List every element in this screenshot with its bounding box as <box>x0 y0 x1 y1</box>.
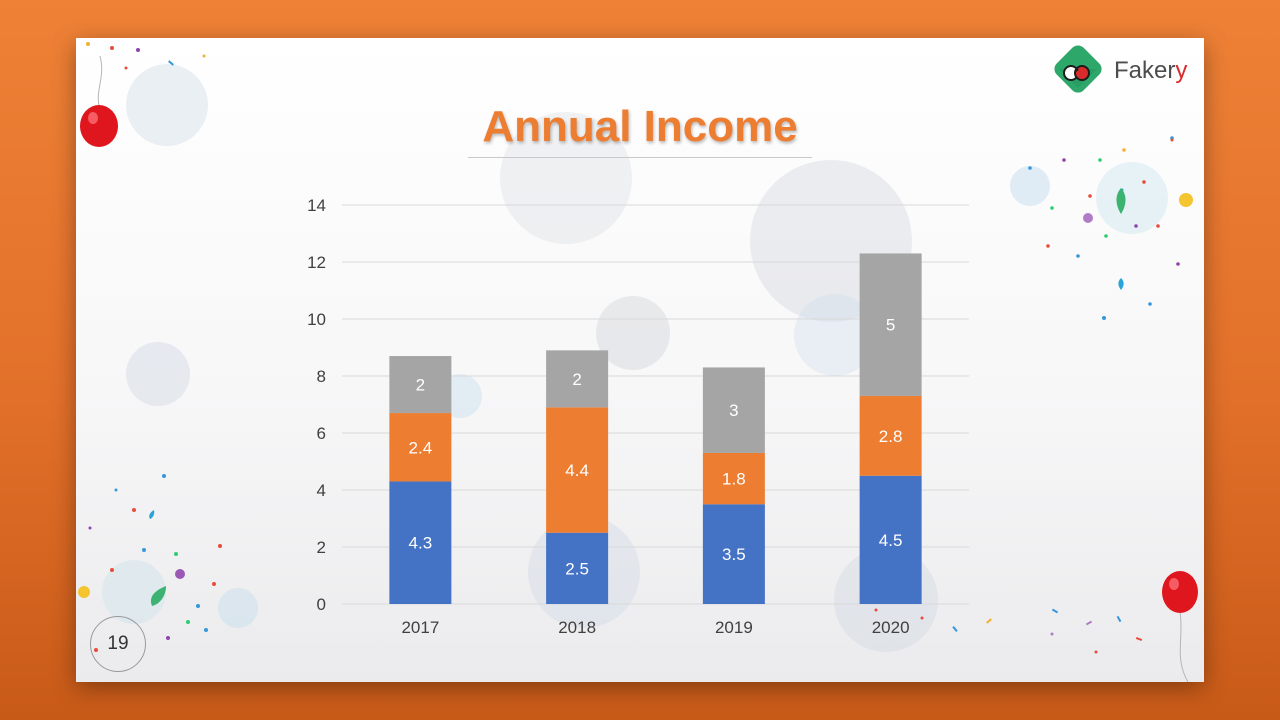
bar-segment <box>546 350 609 408</box>
y-tick-label: 12 <box>307 253 326 272</box>
slide: Fakery Annual Income 0 2 4 6 8 10 12 14 4.3 2.4 2 2… <box>76 38 1204 682</box>
y-tick-label: 0 <box>317 595 326 614</box>
bar-segment <box>546 407 609 533</box>
fakery-logo-icon <box>1054 45 1102 93</box>
decor-bubble <box>1096 162 1168 234</box>
data-label: 2.8 <box>879 427 903 446</box>
bar-segment <box>389 481 452 604</box>
slide-title: Annual Income <box>482 102 798 151</box>
decor-bubble <box>1010 166 1050 206</box>
x-tick-label: 2019 <box>715 618 753 637</box>
x-tick-label: 2017 <box>401 618 439 637</box>
y-tick-label: 8 <box>317 367 326 386</box>
data-label: 2 <box>572 370 581 389</box>
data-label: 4.5 <box>879 531 903 550</box>
y-tick-label: 10 <box>307 310 326 329</box>
title-underline <box>468 157 812 158</box>
decor-bubble <box>126 64 208 146</box>
decor-bubble <box>218 588 258 628</box>
bar-segment <box>389 356 452 414</box>
bar-segment <box>702 452 765 505</box>
bar-segment <box>859 253 922 396</box>
data-label: 4.4 <box>565 461 589 480</box>
decor-bubble <box>500 112 632 244</box>
bar-segment <box>546 532 609 604</box>
y-tick-label: 4 <box>317 481 326 500</box>
data-label: 3 <box>729 401 738 420</box>
data-label: 4.3 <box>409 534 433 553</box>
data-label: 1.8 <box>722 470 746 489</box>
y-tick-label: 14 <box>307 196 326 215</box>
data-label: 2.4 <box>409 438 433 457</box>
decor-bubble <box>126 342 190 406</box>
bar-segment <box>859 475 922 604</box>
bar-segment <box>702 367 765 453</box>
page-number: 19 <box>90 616 146 672</box>
bar-segment <box>859 395 922 476</box>
bar-segment <box>389 413 452 482</box>
y-tick-label: 2 <box>317 538 326 557</box>
confetti-decoration <box>78 42 1198 682</box>
data-label: 5 <box>886 316 895 335</box>
x-tick-label: 2018 <box>558 618 596 637</box>
data-label: 3.5 <box>722 545 746 564</box>
data-label: 2.5 <box>565 559 589 578</box>
bar-segment <box>702 504 765 604</box>
data-label: 2 <box>416 376 425 395</box>
y-tick-label: 6 <box>317 424 326 443</box>
x-tick-label: 2020 <box>872 618 910 637</box>
stacked-bar-chart: 0 2 4 6 8 10 12 14 4.3 2.4 2 2017 2.5 4.4 2 2018 3.5 1.8 3… <box>307 196 969 637</box>
decor-bubble <box>596 296 670 370</box>
logo-text: Fakery <box>1114 57 1188 84</box>
